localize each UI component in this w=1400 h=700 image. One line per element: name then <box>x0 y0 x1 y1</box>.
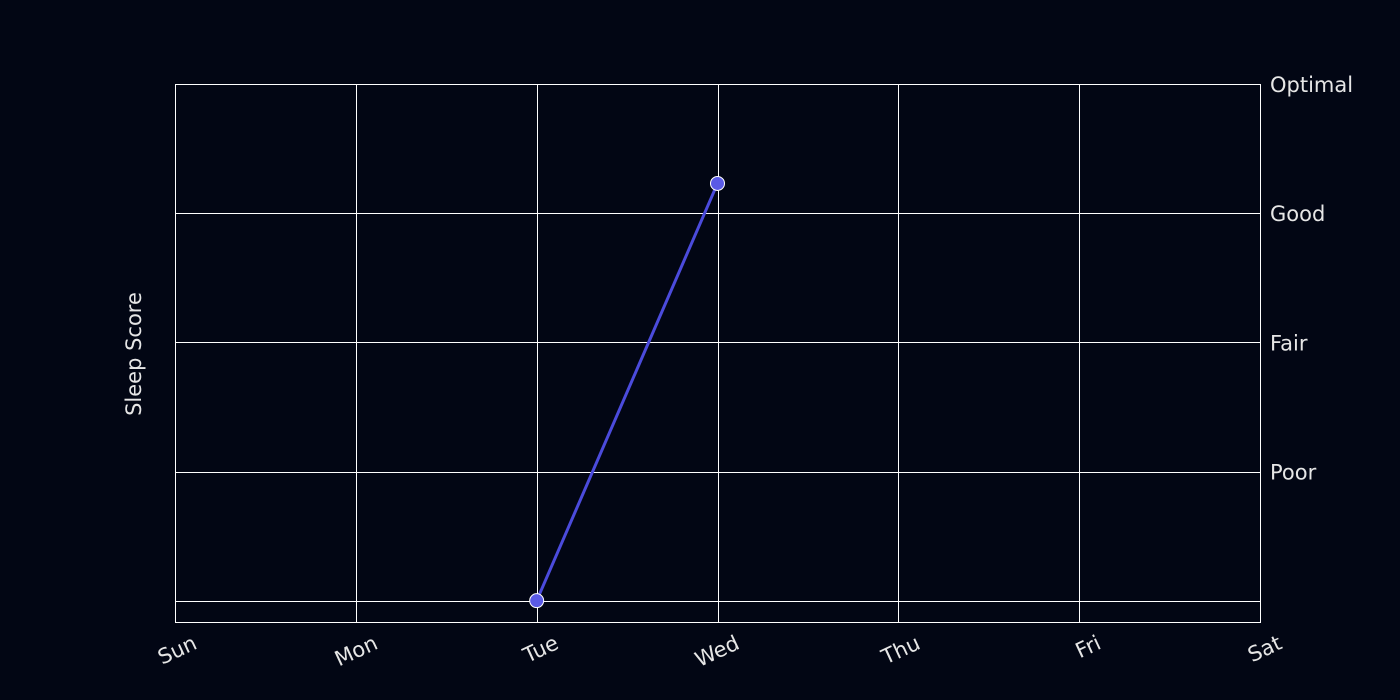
series-layer <box>529 175 725 609</box>
y-axis-title: Sleep Score <box>122 292 146 416</box>
x-tick-labels: Sun Mon Tue Wed Thu Fri Sat <box>154 631 1285 672</box>
data-point <box>529 593 545 609</box>
y-tick-label: Optimal <box>1270 73 1353 97</box>
x-tick-label: Tue <box>519 631 563 668</box>
grid <box>175 84 1261 622</box>
x-tick-label: Sat <box>1244 631 1285 667</box>
series-line <box>535 181 719 603</box>
y-tick-label: Fair <box>1270 331 1308 355</box>
x-tick-label: Fri <box>1072 631 1105 663</box>
x-tick-label: Mon <box>331 631 381 671</box>
y-tick-labels: Poor Fair Good Optimal <box>1270 73 1353 485</box>
x-tick-label: Wed <box>691 631 743 672</box>
y-tick-label: Poor <box>1270 461 1317 485</box>
x-tick-label: Thu <box>877 631 924 670</box>
plot-frame <box>175 84 1261 623</box>
y-tick-label: Good <box>1270 202 1325 226</box>
data-point <box>710 175 725 191</box>
x-tick-label: Sun <box>154 631 200 670</box>
